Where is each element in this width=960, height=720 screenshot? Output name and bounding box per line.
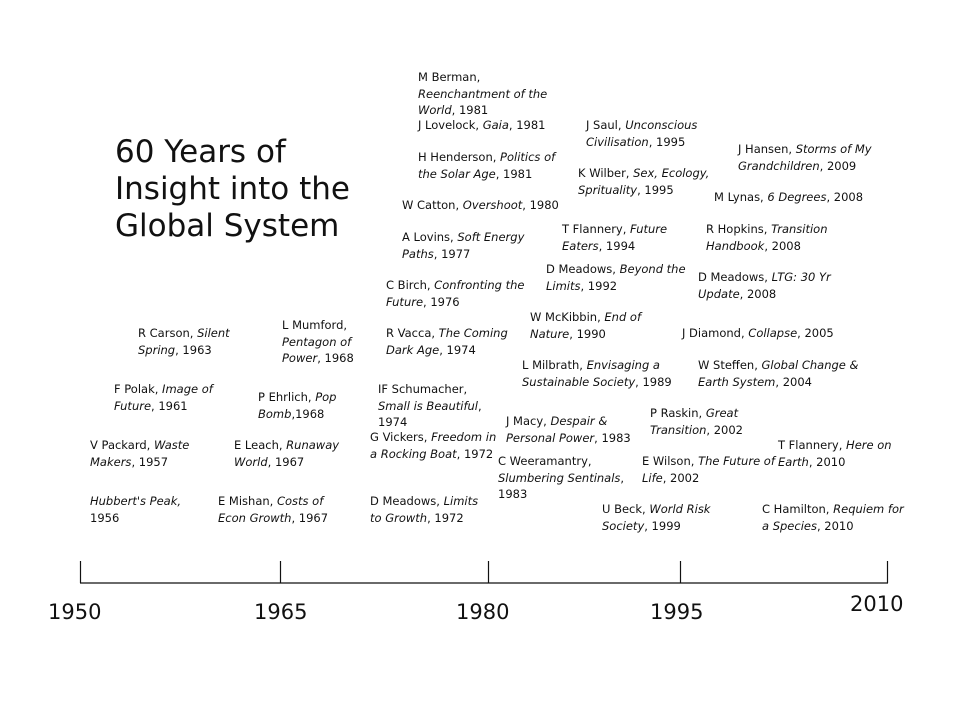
entry-lovins: A Lovins, Soft Energy Paths, 1977 [402, 230, 525, 261]
entry-meadows-2008: D Meadows, LTG: 30 Yr Update, 2008 [698, 270, 831, 301]
entry-birch: C Birch, Confronting the Future, 1976 [386, 278, 525, 309]
entry-wilber: K Wilber, Sex, Ecology, Sprituality, 199… [578, 166, 710, 197]
entry-hansen: J Hansen, Storms of My Grandchildren, 20… [738, 142, 872, 173]
entry-vacca: R Vacca, The Coming Dark Age, 1974 [386, 326, 508, 357]
entry-leach: E Leach, Runaway World, 1967 [234, 438, 340, 469]
entry-meadows-1972: D Meadows, Limits to Growth, 1972 [370, 494, 479, 525]
entry-diamond: J Diamond, Collapse, 2005 [682, 326, 834, 340]
entry-lovelock: J Lovelock, Gaia, 1981 [418, 118, 546, 132]
entry-milbrath: L Milbrath, Envisaging a Sustainable Soc… [522, 358, 672, 389]
entry-mishan: E Mishan, Costs of Econ Growth, 1967 [218, 494, 329, 525]
year-label-1995: 1995 [650, 600, 704, 624]
year-label-2010: 2010 [850, 592, 904, 616]
entry-henderson: H Henderson, Politics of the Solar Age, … [418, 150, 556, 181]
entry-schumacher: IF Schumacher, Small is Beautiful, 1974 [378, 382, 482, 429]
entry-raskin: P Raskin, Great Transition, 2002 [650, 406, 743, 437]
entry-wilson: E Wilson, The Future of Life, 2002 [642, 454, 775, 485]
entry-mckibbin: W McKibbin, End of Nature, 1990 [530, 310, 642, 341]
entry-beck: U Beck, World Risk Society, 1999 [602, 502, 711, 533]
entry-steffen: W Steffen, Global Change & Earth System,… [698, 358, 859, 389]
entry-ehrlich: P Ehrlich, Pop Bomb,1968 [258, 390, 337, 421]
entry-macy: J Macy, Despair & Personal Power, 1983 [506, 414, 631, 445]
entry-catton: W Catton, Overshoot, 1980 [402, 198, 559, 212]
entry-berman: M Berman, Reenchantment of the World, 19… [418, 70, 548, 117]
entry-polak: F Polak, Image of Future, 1961 [114, 382, 213, 413]
entry-flannery-1994: T Flannery, Future Eaters, 1994 [562, 222, 668, 253]
entry-saul: J Saul, Unconscious Civilisation, 1995 [586, 118, 698, 149]
entry-hamilton: C Hamilton, Requiem for a Species, 2010 [762, 502, 904, 533]
entry-hopkins: R Hopkins, Transition Handbook, 2008 [706, 222, 828, 253]
entry-carson: R Carson, Silent Spring, 1963 [138, 326, 230, 357]
diagram-title: 60 Years of Insight into the Global Syst… [115, 134, 350, 244]
entry-flannery-2010: T Flannery, Here on Earth, 2010 [778, 438, 892, 469]
entry-mumford: L Mumford, Pentagon of Power, 1968 [282, 318, 354, 365]
entry-weeramantry: C Weeramantry, Slumbering Sentinals, 198… [498, 454, 625, 501]
entry-lynas: M Lynas, 6 Degrees, 2008 [714, 190, 864, 204]
entry-vickers: G Vickers, Freedom in a Rocking Boat, 19… [370, 430, 497, 461]
entry-meadows-1992: D Meadows, Beyond the Limits, 1992 [546, 262, 686, 293]
year-label-1965: 1965 [254, 600, 308, 624]
year-label-1950: 1950 [48, 600, 102, 624]
year-label-1980: 1980 [456, 600, 510, 624]
entry-packard: V Packard, Waste Makers, 1957 [90, 438, 190, 469]
entry-hubbert: Hubbert's Peak, 1956 [90, 494, 182, 525]
